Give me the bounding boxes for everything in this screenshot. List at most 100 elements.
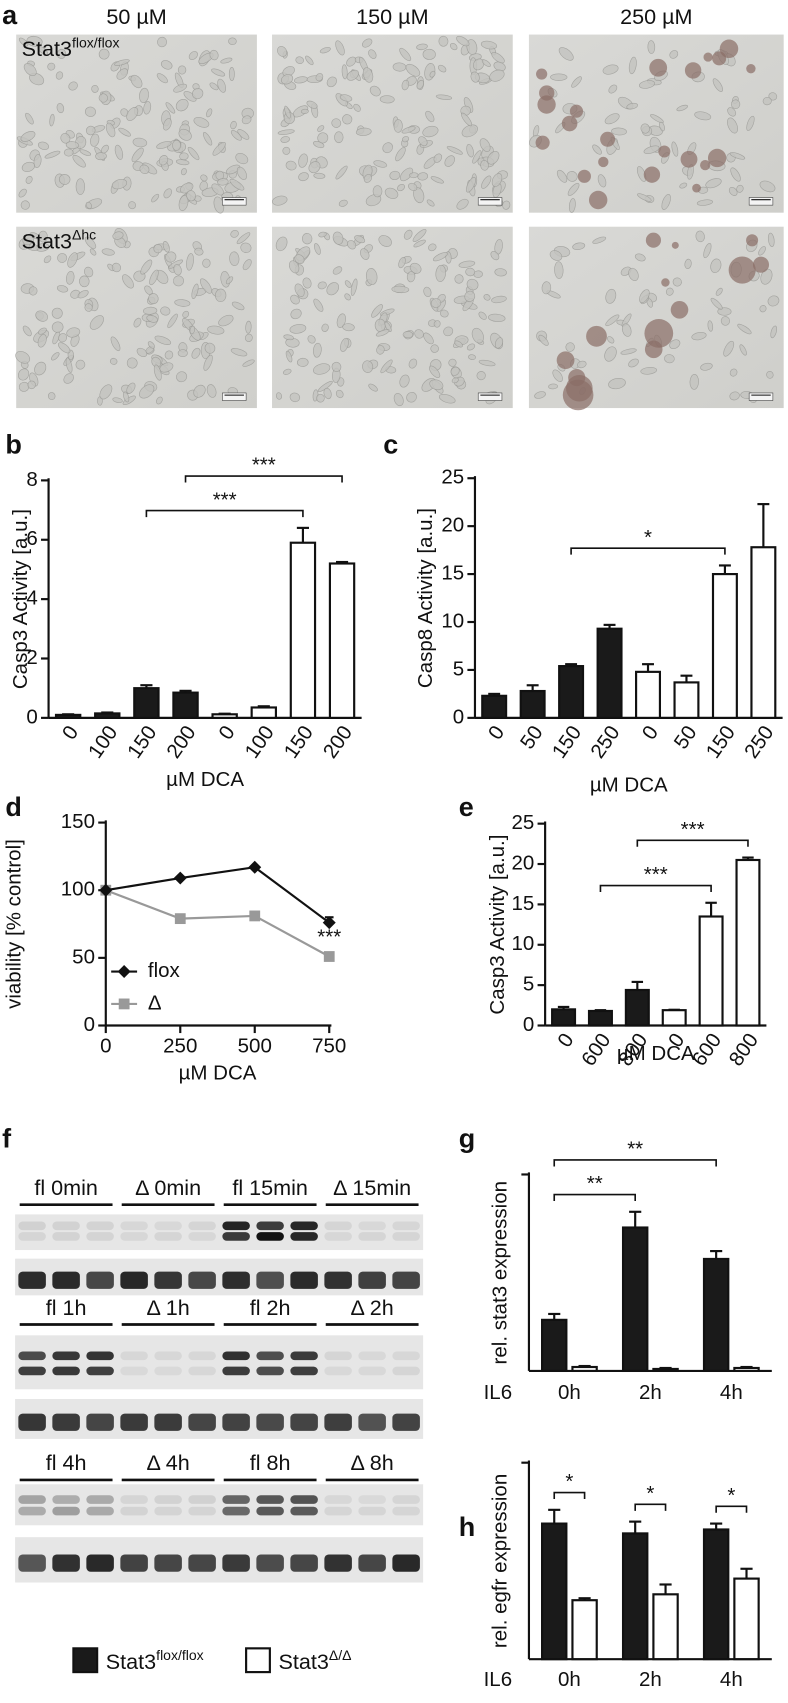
cell bbox=[408, 358, 418, 369]
bar bbox=[551, 1008, 577, 1027]
marker bbox=[173, 871, 187, 885]
blot-strip bbox=[15, 1214, 424, 1251]
blot-band bbox=[290, 1221, 318, 1231]
cell bbox=[669, 50, 679, 59]
blot-band bbox=[222, 1506, 250, 1516]
cell bbox=[178, 128, 192, 141]
blot-background bbox=[15, 1484, 424, 1526]
dead-cell-cluster bbox=[644, 318, 674, 348]
cell bbox=[401, 79, 410, 91]
cell bbox=[429, 379, 444, 391]
x-tick-label: 200 bbox=[319, 721, 357, 762]
x-tick-label: 150 bbox=[701, 721, 739, 762]
cell bbox=[471, 327, 484, 344]
column-header: 150 µM bbox=[356, 4, 428, 29]
blot-band bbox=[358, 1554, 386, 1572]
cell bbox=[480, 160, 489, 171]
panel-letter: a bbox=[2, 0, 18, 30]
cell bbox=[22, 325, 32, 337]
cell bbox=[433, 153, 443, 163]
cell bbox=[416, 43, 428, 51]
bar bbox=[133, 687, 160, 719]
blot-band bbox=[222, 1554, 250, 1572]
cell bbox=[244, 333, 253, 342]
cell bbox=[173, 83, 188, 93]
blot-band bbox=[290, 1232, 318, 1241]
cell bbox=[439, 309, 449, 318]
series-line bbox=[105, 866, 330, 924]
x-tick-label: 200 bbox=[162, 721, 200, 762]
cell bbox=[425, 110, 435, 123]
cell bbox=[154, 335, 172, 345]
cell bbox=[290, 294, 300, 305]
cell bbox=[133, 317, 142, 328]
cell bbox=[446, 145, 463, 155]
blot-band bbox=[120, 1351, 148, 1361]
cell bbox=[483, 294, 491, 301]
cell bbox=[650, 114, 664, 124]
blot-band bbox=[324, 1495, 352, 1504]
blot-band bbox=[188, 1232, 216, 1241]
significance-bracket bbox=[553, 1159, 717, 1167]
x-tick-label: 100 bbox=[240, 721, 278, 762]
significance-bracket bbox=[599, 884, 712, 892]
blot-band bbox=[154, 1221, 182, 1231]
cell bbox=[202, 258, 211, 268]
blot-band bbox=[154, 1506, 182, 1516]
x-tick-label: 250 bbox=[586, 721, 624, 762]
cell bbox=[51, 352, 60, 361]
panel-letter: h bbox=[459, 1512, 475, 1542]
legend-label-sup: Δ/Δ bbox=[329, 1647, 352, 1663]
cell bbox=[490, 251, 500, 261]
row-label-sup: flox/flox bbox=[72, 35, 120, 51]
cell bbox=[162, 118, 172, 131]
cell bbox=[72, 154, 86, 168]
cell bbox=[126, 107, 139, 121]
y-tick-label: 5 bbox=[523, 973, 534, 996]
cell bbox=[729, 368, 738, 377]
cell bbox=[305, 55, 314, 66]
blot-band bbox=[188, 1271, 216, 1289]
cell bbox=[365, 268, 378, 285]
cell bbox=[209, 49, 219, 61]
cell bbox=[300, 108, 309, 114]
bar bbox=[541, 1522, 568, 1661]
cell bbox=[319, 47, 331, 54]
significance-label: *** bbox=[681, 818, 705, 841]
cell bbox=[611, 127, 627, 136]
cell bbox=[438, 35, 449, 47]
cell bbox=[176, 371, 188, 383]
dead-cell-cluster bbox=[684, 62, 702, 79]
cell bbox=[435, 264, 447, 282]
dead-cell-cluster bbox=[700, 159, 711, 171]
cell bbox=[315, 73, 324, 82]
row-label-sup: Δhc bbox=[72, 227, 96, 243]
cell bbox=[466, 278, 479, 291]
y-axis-label: rel. egfr expression bbox=[488, 1474, 511, 1648]
cell bbox=[326, 76, 337, 88]
cell bbox=[294, 283, 305, 297]
cell bbox=[488, 313, 506, 323]
cell bbox=[384, 187, 399, 199]
blot-band bbox=[18, 1413, 46, 1431]
bar bbox=[211, 713, 238, 719]
cell bbox=[218, 314, 234, 327]
significance-label: *** bbox=[252, 454, 276, 477]
cell bbox=[56, 48, 67, 59]
legend-label-main: Stat3 bbox=[278, 1649, 328, 1674]
significance-bracket bbox=[570, 547, 726, 555]
cell bbox=[362, 67, 374, 83]
cell bbox=[47, 62, 56, 71]
cell bbox=[275, 392, 283, 400]
cell bbox=[275, 236, 288, 252]
cell bbox=[306, 100, 318, 109]
blot-band bbox=[324, 1366, 352, 1376]
significance-bracket bbox=[553, 1491, 586, 1500]
cell bbox=[118, 127, 131, 137]
cell bbox=[191, 283, 199, 300]
dead-cell-cluster bbox=[600, 131, 616, 147]
cell bbox=[140, 259, 153, 275]
cell bbox=[567, 182, 580, 196]
cell bbox=[47, 392, 56, 401]
cell bbox=[290, 308, 302, 320]
